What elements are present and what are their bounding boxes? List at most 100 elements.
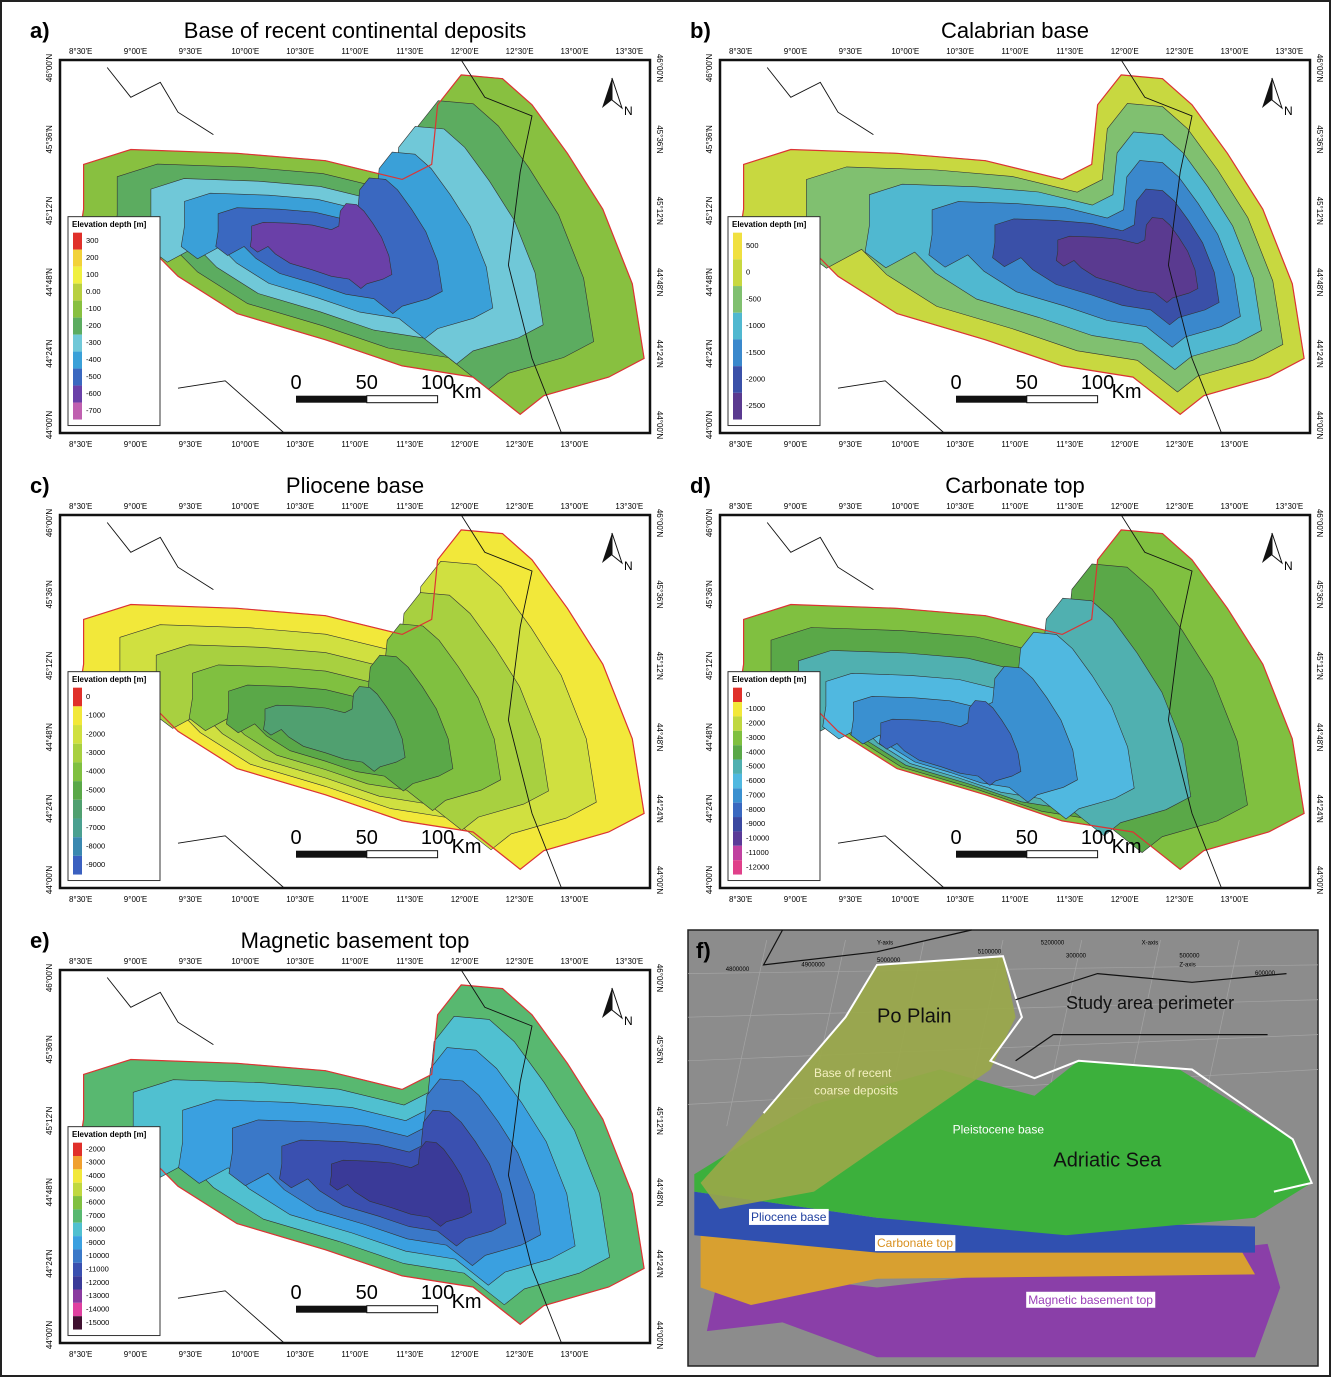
surface-label: Base of recent	[814, 1066, 892, 1080]
lon-label-top: 12°30'E	[506, 957, 534, 966]
legend-swatch	[73, 368, 82, 386]
scale-bar	[366, 850, 439, 859]
lon-label-top: 8°30'E	[69, 957, 92, 966]
legend-label: -400	[86, 355, 101, 364]
legend-swatch	[73, 743, 82, 763]
legend-box	[727, 216, 821, 427]
lon-label-bottom: 9°30'E	[179, 1350, 202, 1359]
lon-label-bottom: 12°30'E	[1166, 895, 1194, 904]
lon-label-top: 12°30'E	[506, 502, 534, 511]
legend-swatch	[73, 855, 82, 875]
legend-label: -3000	[746, 733, 765, 742]
lon-label-bottom: 12°00'E	[451, 895, 479, 904]
coastline-3d	[1015, 972, 1287, 1001]
lat-label-left: 45°12'N	[705, 196, 714, 225]
lon-label-top: 10°30'E	[286, 957, 314, 966]
scale-label: 0	[290, 372, 301, 394]
legend-label: 0	[746, 690, 750, 699]
scale-label: 100	[1081, 827, 1114, 849]
scale-label: 50	[356, 372, 378, 394]
lat-label-right: 44°24'N	[655, 794, 664, 823]
legend-label: -3000	[86, 1158, 105, 1167]
scale-label: 0	[950, 827, 961, 849]
lat-label-left: 44°48'N	[45, 268, 54, 297]
lat-label-right: 44°00'N	[1315, 866, 1324, 895]
lon-label-top: 9°30'E	[179, 47, 202, 56]
legend-label: -14000	[86, 1305, 109, 1314]
lon-label-top: 11°30'E	[396, 47, 423, 56]
north-label: N	[624, 559, 633, 573]
lon-label-bottom: 12°00'E	[1111, 895, 1139, 904]
lon-label-bottom: 9°30'E	[839, 440, 862, 449]
lat-label-left: 45°36'N	[45, 580, 54, 609]
lon-label-top: 13°00'E	[1221, 502, 1249, 511]
lon-label-top: 11°00'E	[341, 47, 368, 56]
lon-label-bottom: 9°00'E	[784, 895, 807, 904]
lat-label-right: 44°24'N	[1315, 339, 1324, 368]
lon-label-bottom: 8°30'E	[729, 895, 752, 904]
legend-swatch	[73, 725, 82, 744]
lon-label-top: 12°00'E	[451, 47, 479, 56]
lat-label-left: 44°00'N	[705, 411, 714, 440]
scale-bar	[366, 1305, 439, 1314]
north-label: N	[624, 1014, 633, 1028]
border-line	[766, 522, 874, 590]
lon-label-top: 10°30'E	[946, 47, 974, 56]
lon-label-top: 10°00'E	[891, 47, 919, 56]
surface-label: Carbonate top	[877, 1236, 953, 1250]
border-line	[837, 380, 945, 434]
legend-swatch	[73, 1276, 82, 1290]
scale-bar	[296, 850, 367, 858]
axis-text-3d: 4800000	[726, 967, 750, 973]
lon-label-top: 8°30'E	[729, 502, 752, 511]
legend-label: -10000	[746, 834, 769, 843]
legend-label: -5000	[86, 1184, 105, 1193]
legend-label: -6000	[746, 776, 765, 785]
lon-label-bottom: 11°00'E	[1001, 440, 1028, 449]
po-plain-surface	[700, 956, 1016, 1209]
surface-label: Study area perimeter	[1066, 993, 1234, 1013]
lon-label-bottom: 12°00'E	[1111, 440, 1139, 449]
lon-label-bottom: 8°30'E	[729, 440, 752, 449]
north-arrow	[602, 78, 612, 108]
lat-label-left: 46°00'N	[705, 509, 714, 538]
legend-swatch	[733, 860, 742, 875]
axis-text-3d: 300000	[1066, 954, 1087, 960]
scale-label: 0	[290, 827, 301, 849]
legend-swatch	[733, 392, 742, 420]
legend-swatch	[733, 366, 742, 393]
legend-swatch	[73, 300, 82, 318]
legend-label: -2000	[86, 729, 105, 738]
lon-label-bottom: 10°30'E	[946, 895, 974, 904]
lon-label-bottom: 11°30'E	[396, 895, 423, 904]
lat-label-left: 44°48'N	[705, 723, 714, 752]
lon-label-top: 11°30'E	[396, 502, 423, 511]
legend-swatch	[733, 788, 742, 803]
legend-swatch	[73, 317, 82, 335]
axis-text-3d: 5000000	[877, 958, 901, 964]
legend-label: -2000	[746, 374, 765, 383]
scale-unit: Km	[452, 381, 482, 403]
lat-label-right: 44°00'N	[655, 1321, 664, 1350]
legend-label: -500	[746, 294, 761, 303]
legend-swatch	[73, 687, 82, 707]
lat-label-left: 46°00'N	[45, 964, 54, 993]
lat-label-right: 44°48'N	[655, 1178, 664, 1207]
lat-label-left: 45°36'N	[705, 580, 714, 609]
legend-swatch	[73, 1182, 82, 1197]
axis-text-3d: Z-axis	[1179, 962, 1195, 968]
coastline	[460, 969, 562, 1344]
scale-bar	[1026, 395, 1099, 404]
lon-label-bottom: 13°00'E	[1221, 895, 1249, 904]
lon-label-top: 13°30'E	[1275, 47, 1303, 56]
lat-label-right: 45°12'N	[655, 1107, 664, 1136]
lon-label-top: 11°00'E	[1001, 47, 1028, 56]
coastline	[1120, 514, 1222, 889]
border-line	[177, 1290, 285, 1344]
depth-band	[878, 700, 1022, 786]
label-bg	[875, 1235, 956, 1252]
scale-label: 50	[356, 827, 378, 849]
border-line	[766, 67, 874, 135]
lon-label-bottom: 10°00'E	[231, 895, 259, 904]
border-line	[837, 835, 945, 889]
